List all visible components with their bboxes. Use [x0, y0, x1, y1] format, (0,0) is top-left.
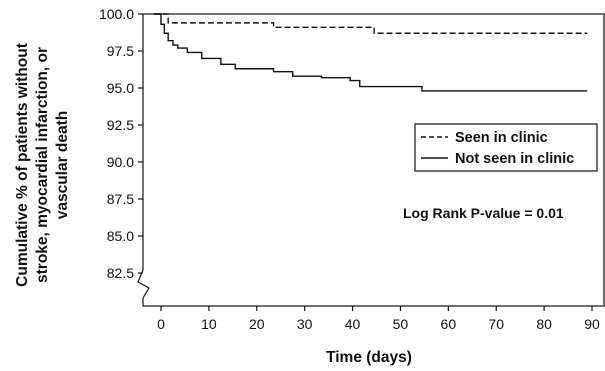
x-tick-label: 0 [157, 316, 165, 332]
x-tick-label: 30 [297, 316, 313, 332]
legend: Seen in clinic Not seen in clinic [414, 123, 598, 172]
x-tick-label: 90 [584, 316, 600, 332]
series-seen-in-clinic [153, 13, 588, 34]
y-tick-label: 97.5 [107, 43, 134, 59]
y-axis-title-line-2: stroke, myocardial infarction, or [34, 47, 51, 283]
x-tick-label: 80 [536, 316, 552, 332]
x-tick-label: 20 [249, 316, 265, 332]
x-tick-label: 10 [201, 316, 217, 332]
y-tick-label: 82.5 [107, 265, 134, 281]
axis-break-gap [140, 270, 146, 298]
y-tick-label: 85.0 [107, 228, 134, 244]
x-tick-label: 70 [488, 316, 504, 332]
y-tick-label: 92.5 [107, 117, 134, 133]
y-axis-title-line-1: Cumulative % of patients without [14, 43, 31, 287]
y-axis-title-line-3: vascular death [54, 111, 71, 220]
y-axis-break-mark [137, 269, 150, 299]
p-value-annotation: Log Rank P-value = 0.01 [403, 205, 564, 221]
legend-box [414, 123, 598, 172]
plot-frame [142, 13, 605, 307]
y-tick-label: 87.5 [107, 191, 134, 207]
y-tick-label: 90.0 [107, 154, 134, 170]
y-axis-title: Cumulative % of patients without stroke,… [14, 43, 71, 287]
x-tick-label: 40 [345, 316, 361, 332]
plot-area [137, 13, 605, 307]
series-not-seen-in-clinic [153, 13, 588, 92]
x-axis-title: Time (days) [326, 349, 412, 366]
axes: 82.5 85.0 87.5 90.0 92.5 95.0 97.5 100.0 0 10 20 30… [99, 6, 600, 332]
y-tick-label: 95.0 [107, 80, 134, 96]
y-tick-label: 100.0 [99, 6, 134, 22]
series-lines [153, 13, 588, 92]
legend-label-seen: Seen in clinic [455, 130, 548, 146]
x-tick-label: 50 [393, 316, 409, 332]
x-tick-label: 60 [441, 316, 457, 332]
legend-label-not-seen: Not seen in clinic [455, 151, 574, 167]
